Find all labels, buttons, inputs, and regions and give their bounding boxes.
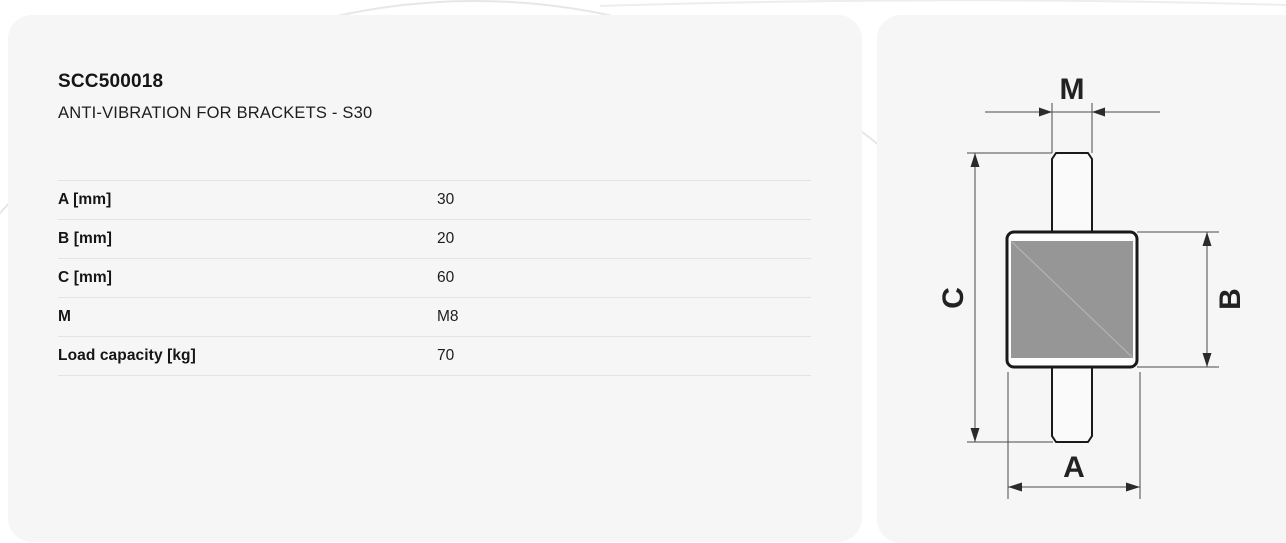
swoosh-arc [0,0,1107,543]
spec-row-b: B [mm] 20 [58,219,811,258]
dimension-label-m: M [1060,73,1085,106]
spec-value: 30 [437,191,455,208]
spec-value: M8 [437,308,459,325]
top-stud [1051,152,1093,236]
dimension-m [985,103,1160,153]
spec-label: Load capacity [kg] [58,347,196,364]
spec-row-m: M M8 [58,297,811,336]
spec-value: 20 [437,230,455,247]
dimension-label-b: B [1214,288,1247,310]
mount-body [1005,230,1139,369]
spec-table: A [mm] 30 B [mm] 20 C [mm] 60 M M8 Load … [58,180,811,376]
dimension-a [1007,372,1141,499]
spec-label: A [mm] [58,191,112,208]
spec-label: B [mm] [58,230,112,247]
technical-drawing: M C B A [937,73,1247,499]
swoosh-arc-flat [599,0,1286,7]
spec-row-load-capacity: Load capacity [kg] 70 [58,336,811,376]
product-code: SCC500018 [58,71,164,92]
spec-label: C [mm] [58,269,112,286]
product-name: ANTI-VIBRATION FOR BRACKETS - S30 [58,104,373,122]
dimension-b [1137,231,1219,368]
spec-row-c: C [mm] 60 [58,258,811,297]
dimension-label-a: A [1063,451,1085,484]
body-diagonal-line [1011,241,1133,358]
bottom-stud [1051,363,1093,443]
spec-row-a: A [mm] 30 [58,180,811,219]
diagram-card: M C B A [877,15,1286,543]
spec-value: 70 [437,347,455,364]
dimension-c [967,152,1053,443]
product-info-card: SCC500018 ANTI-VIBRATION FOR BRACKETS - … [8,15,862,542]
spec-value: 60 [437,269,455,286]
dimension-label-c: C [937,287,970,309]
spec-label: M [58,308,72,325]
